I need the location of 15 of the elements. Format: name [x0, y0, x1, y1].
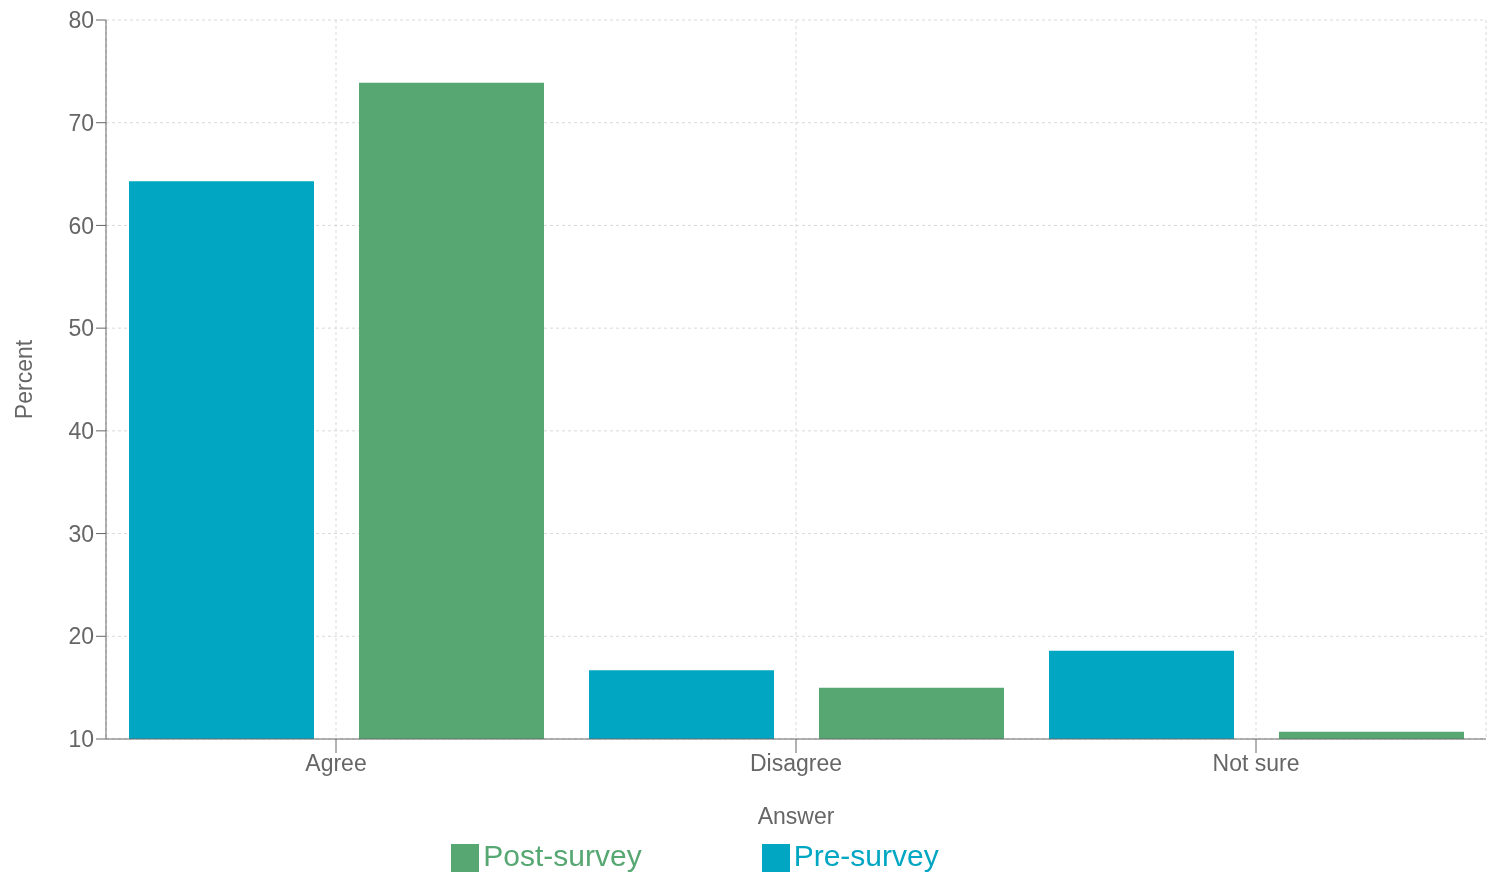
y-tick-label: 10 — [68, 726, 94, 753]
legend-label: Post-survey — [483, 839, 642, 872]
x-axis-title: Answer — [757, 803, 835, 829]
y-tick-label: 30 — [68, 520, 94, 547]
y-tick-label: 70 — [68, 109, 94, 136]
x-tick-label: Agree — [305, 750, 367, 777]
x-tick-label: Disagree — [749, 750, 843, 777]
x-tick-label: Not sure — [1212, 750, 1300, 777]
y-axis-title: Percent — [11, 339, 38, 420]
y-tick-label: 60 — [68, 212, 94, 239]
y-tick-label: 20 — [68, 623, 94, 650]
y-tick-label: 40 — [68, 418, 94, 445]
y-tick-label: 50 — [68, 315, 94, 342]
legend-label: Pre-survey — [793, 839, 939, 872]
y-tick-label: 80 — [68, 7, 94, 34]
